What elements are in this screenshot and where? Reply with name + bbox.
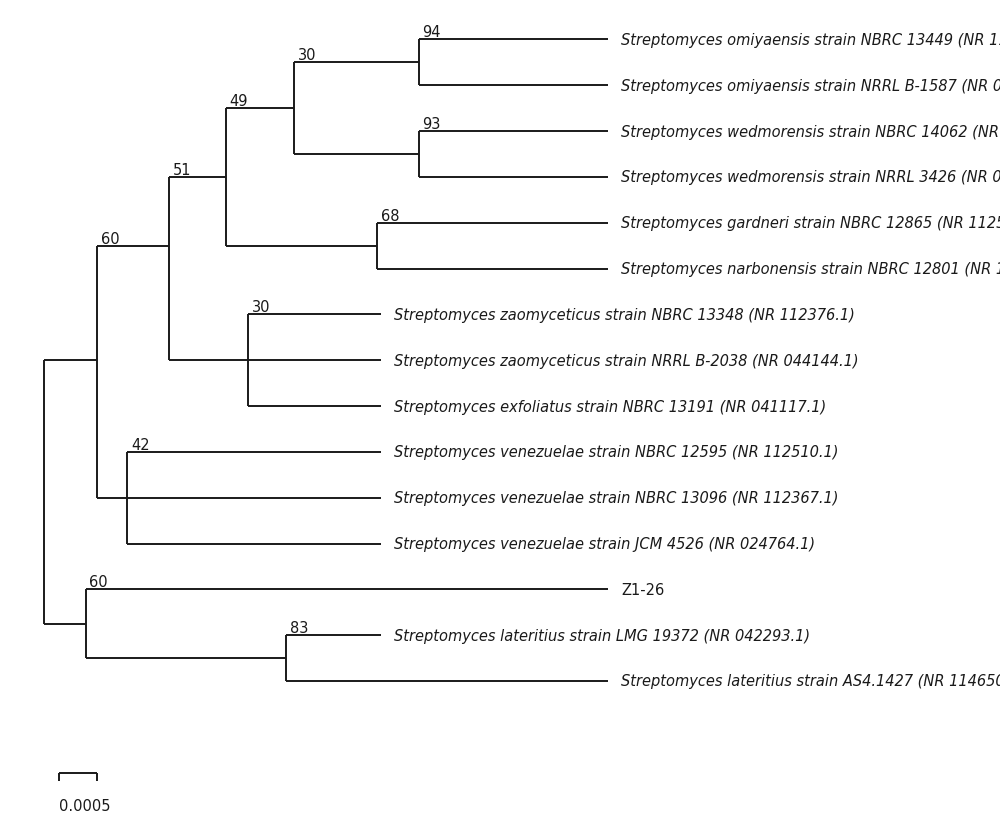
Text: Streptomyces omiyaensis strain NBRC 13449 (NR 112403.1): Streptomyces omiyaensis strain NBRC 1344… [621,33,1000,48]
Text: Streptomyces zaomyceticus strain NBRC 13348 (NR 112376.1): Streptomyces zaomyceticus strain NBRC 13… [394,308,855,323]
Text: Streptomyces narbonensis strain NBRC 12801 (NR 112282.1): Streptomyces narbonensis strain NBRC 128… [621,262,1000,277]
Text: 30: 30 [252,300,271,315]
Text: Streptomyces wedmorensis strain NRRL 3426 (NR 043845.1): Streptomyces wedmorensis strain NRRL 342… [621,171,1000,186]
Text: Streptomyces venezuelae strain JCM 4526 (NR 024764.1): Streptomyces venezuelae strain JCM 4526 … [394,537,816,552]
Text: Streptomyces gardneri strain NBRC 12865 (NR 112575.1): Streptomyces gardneri strain NBRC 12865 … [621,216,1000,231]
Text: 68: 68 [381,208,399,223]
Text: Streptomyces venezuelae strain NBRC 13096 (NR 112367.1): Streptomyces venezuelae strain NBRC 1309… [394,491,839,506]
Text: Streptomyces zaomyceticus strain NRRL B-2038 (NR 044144.1): Streptomyces zaomyceticus strain NRRL B-… [394,354,859,369]
Text: 42: 42 [131,437,150,452]
Text: Streptomyces wedmorensis strain NBRC 14062 (NR 112429.1): Streptomyces wedmorensis strain NBRC 140… [621,125,1000,140]
Text: 0.0005: 0.0005 [59,798,111,813]
Text: 51: 51 [173,163,191,178]
Text: Streptomyces exfoliatus strain NBRC 13191 (NR 041117.1): Streptomyces exfoliatus strain NBRC 1319… [394,399,827,414]
Text: 49: 49 [229,94,248,109]
Text: 93: 93 [422,117,441,132]
Text: Streptomyces lateritius strain LMG 19372 (NR 042293.1): Streptomyces lateritius strain LMG 19372… [394,628,811,643]
Text: Z1-26: Z1-26 [621,582,665,597]
Text: 60: 60 [101,232,119,247]
Text: Streptomyces lateritius strain AS4.1427 (NR 114650.1): Streptomyces lateritius strain AS4.1427 … [621,674,1000,689]
Text: 60: 60 [89,574,108,589]
Text: 94: 94 [422,25,441,40]
Text: 30: 30 [298,48,316,64]
Text: Streptomyces venezuelae strain NBRC 12595 (NR 112510.1): Streptomyces venezuelae strain NBRC 1259… [394,445,839,460]
Text: 83: 83 [290,620,308,635]
Text: Streptomyces omiyaensis strain NRRL B-1587 (NR 044150.1): Streptomyces omiyaensis strain NRRL B-15… [621,79,1000,94]
